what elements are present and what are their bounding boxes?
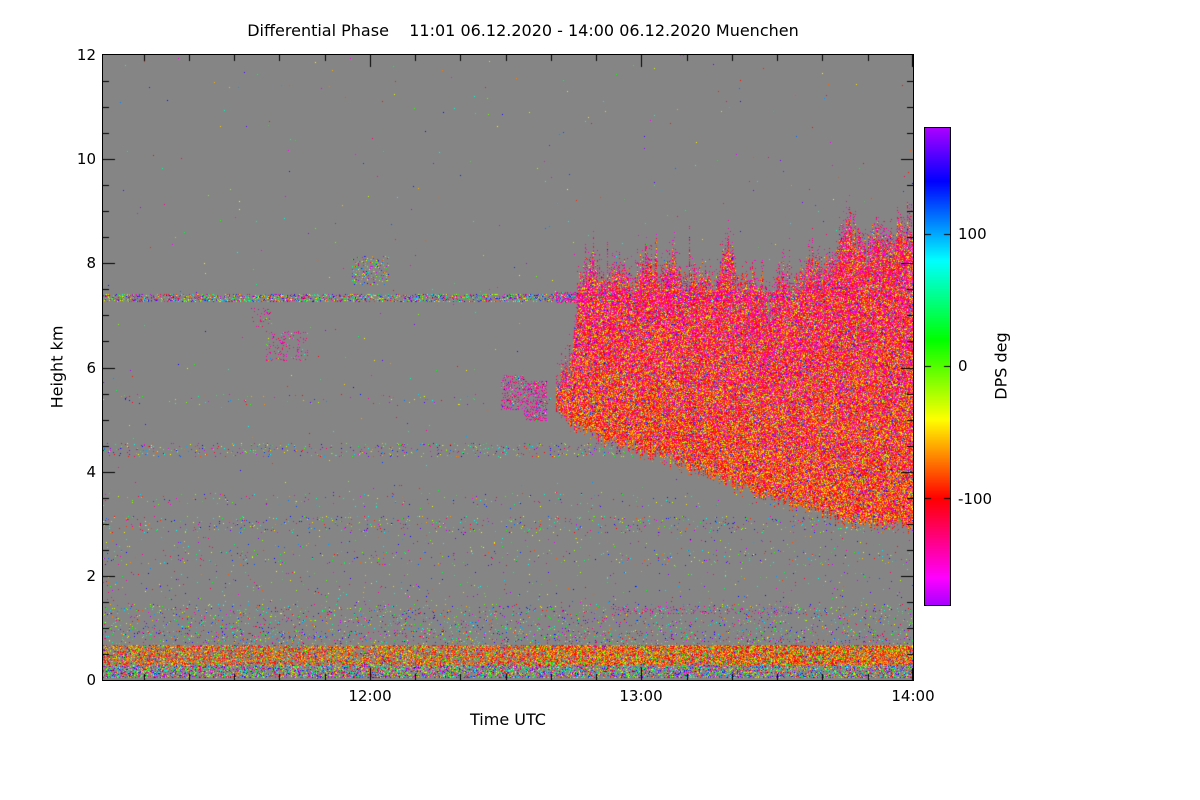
y-tick-0: 0 <box>86 671 96 689</box>
colorbar-canvas <box>925 128 950 605</box>
x-tick-1300: 13:00 <box>619 687 663 705</box>
colorbar-tick-neg100: -100 <box>958 490 993 508</box>
y-tick-4: 4 <box>86 463 96 481</box>
y-tick-10: 10 <box>76 150 96 168</box>
y-tick-2: 2 <box>86 567 96 585</box>
colorbar-label: DPS deg <box>991 332 1011 400</box>
x-axis-label: Time UTC <box>470 710 546 729</box>
plot-area <box>102 54 914 681</box>
y-tick-8: 8 <box>86 254 96 272</box>
colorbar-tick-0: 0 <box>958 357 968 375</box>
heatmap-canvas <box>103 55 913 680</box>
x-tick-1200: 12:00 <box>348 687 392 705</box>
chart-title: Differential Phase 11:01 06.12.2020 - 14… <box>247 21 799 40</box>
y-tick-6: 6 <box>86 359 96 377</box>
x-tick-1400: 14:00 <box>891 687 935 705</box>
y-tick-12: 12 <box>76 46 96 64</box>
colorbar-tick-100: 100 <box>958 225 987 243</box>
colorbar-frame <box>924 127 951 606</box>
